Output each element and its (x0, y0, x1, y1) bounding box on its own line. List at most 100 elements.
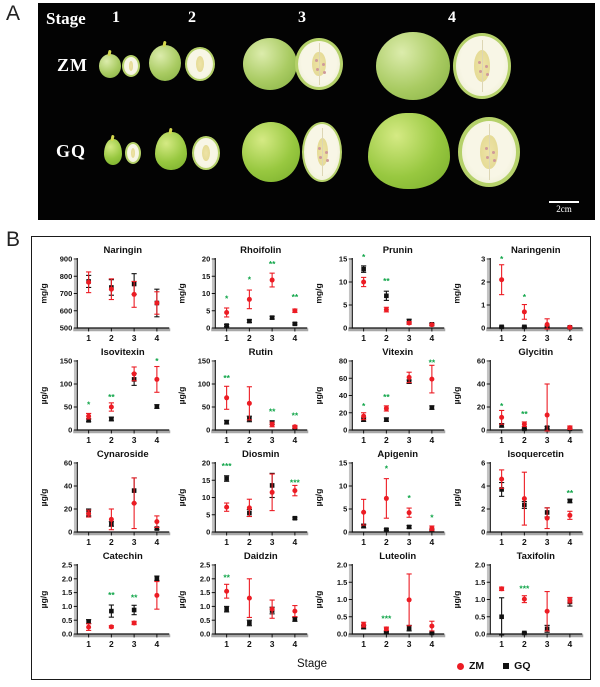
svg-text:0: 0 (481, 426, 485, 435)
svg-text:3: 3 (407, 435, 412, 445)
svg-text:15: 15 (201, 476, 209, 485)
subplot-catechin: 0.0 0.5 1.0 1.5 2.0 2.5 1 2 3 4 Catechin µg/g ** ** (38, 551, 171, 649)
svg-text:µg/g: µg/g (451, 591, 461, 609)
svg-text:2: 2 (384, 333, 389, 343)
svg-text:1: 1 (224, 639, 229, 649)
svg-text:3: 3 (407, 333, 412, 343)
subplot-luteolin: 0.0 0.5 1.0 1.5 2.0 1 2 3 4 Luteolin µg/g *** (313, 551, 446, 649)
seed-dot (322, 63, 325, 66)
svg-text:10: 10 (201, 493, 209, 502)
svg-text:Naringin: Naringin (103, 245, 142, 256)
svg-text:Luteolin: Luteolin (379, 551, 416, 562)
svg-text:**: ** (291, 411, 298, 421)
svg-text:**: ** (291, 292, 298, 302)
svg-text:Cynaroside: Cynaroside (97, 449, 149, 460)
subplot-naringin: 500 600 700 800 900 1 2 3 4 Naringin mg/g (38, 245, 171, 343)
stage-4-label: 4 (448, 9, 456, 26)
seed-cavity (312, 51, 326, 77)
svg-text:1: 1 (499, 333, 504, 343)
svg-text:2: 2 (109, 333, 114, 343)
svg-text:5: 5 (343, 505, 347, 514)
fruit-stem (162, 40, 167, 48)
subplot-naringenin: 0 1 2 3 1 2 3 4 Naringenin mg/g * * (451, 245, 583, 343)
svg-text:***: *** (519, 583, 530, 593)
svg-text:Glycitin: Glycitin (518, 347, 553, 358)
svg-text:2: 2 (522, 537, 527, 547)
svg-text:20: 20 (64, 505, 72, 514)
svg-text:40: 40 (339, 391, 347, 400)
svg-text:*: * (407, 493, 411, 503)
svg-text:6: 6 (481, 459, 485, 468)
svg-text:900: 900 (60, 255, 73, 264)
seed-dot (485, 147, 488, 150)
svg-text:2: 2 (109, 639, 114, 649)
svg-text:1: 1 (361, 537, 366, 547)
svg-text:2: 2 (247, 537, 252, 547)
scale-bar: 2cm (549, 201, 579, 214)
svg-text:1: 1 (224, 537, 229, 547)
svg-text:3: 3 (544, 537, 549, 547)
half-fruit-photo (302, 122, 342, 182)
svg-text:0.0: 0.0 (199, 630, 209, 639)
svg-text:2.0: 2.0 (337, 561, 347, 570)
half-fruit-photo (125, 142, 141, 164)
stage-header: Stage (46, 9, 86, 28)
whole-fruit-photo (368, 113, 450, 189)
svg-text:3: 3 (481, 255, 485, 264)
seed-cavity (202, 144, 210, 162)
svg-text:Naringenin: Naringenin (510, 245, 560, 256)
fruit-seam (482, 39, 483, 93)
seed-dot (479, 70, 482, 73)
svg-text:4: 4 (567, 639, 572, 649)
half-fruit-photo (122, 55, 140, 77)
gq-marker-icon (503, 663, 510, 669)
svg-text:*: * (87, 400, 91, 410)
svg-text:2.5: 2.5 (62, 561, 72, 570)
fruit-stem (168, 127, 173, 135)
svg-text:Apigenin: Apigenin (377, 449, 418, 460)
svg-text:µg/g: µg/g (451, 387, 461, 405)
svg-text:2.0: 2.0 (474, 561, 484, 570)
panel-a-label: A (6, 2, 21, 25)
svg-text:2.0: 2.0 (62, 574, 72, 583)
svg-text:700: 700 (60, 289, 73, 298)
fruit-stem (107, 49, 112, 57)
svg-text:20: 20 (201, 255, 209, 264)
svg-text:4: 4 (155, 639, 160, 649)
whole-fruit-photo (376, 32, 450, 100)
half-fruit-photo (185, 47, 215, 81)
svg-text:Isoquercetin: Isoquercetin (507, 449, 564, 460)
svg-text:Prunin: Prunin (383, 245, 413, 256)
svg-text:10: 10 (339, 482, 347, 491)
svg-text:4: 4 (481, 482, 486, 491)
svg-text:4: 4 (567, 333, 572, 343)
svg-text:3: 3 (544, 639, 549, 649)
svg-text:0.0: 0.0 (337, 630, 347, 639)
svg-text:µg/g: µg/g (451, 489, 461, 507)
svg-text:3: 3 (407, 639, 412, 649)
svg-text:*: * (385, 464, 389, 474)
svg-text:4: 4 (430, 333, 435, 343)
legend-zm-label: ZM (469, 660, 485, 672)
svg-text:0: 0 (206, 426, 210, 435)
fruit-seam (489, 124, 490, 180)
stage-1-label: 1 (112, 9, 120, 26)
subplot-taxifolin: 0.0 0.5 1.0 1.5 2.0 1 2 3 4 Taxifolin µg/g *** (451, 551, 583, 649)
svg-text:1: 1 (86, 639, 91, 649)
svg-text:1: 1 (361, 435, 366, 445)
svg-text:3: 3 (544, 333, 549, 343)
svg-text:3: 3 (269, 639, 274, 649)
svg-text:3: 3 (132, 639, 137, 649)
subplot-cynaroside: 0 20 40 60 1 2 3 4 Cynaroside µg/g (38, 449, 171, 547)
svg-text:4: 4 (430, 537, 435, 547)
svg-text:600: 600 (60, 306, 73, 315)
svg-text:20: 20 (476, 403, 484, 412)
whole-fruit-photo (99, 49, 121, 78)
svg-text:µg/g: µg/g (313, 387, 323, 405)
svg-text:0: 0 (68, 426, 72, 435)
seed-dot (316, 68, 319, 71)
svg-text:1: 1 (86, 333, 91, 343)
svg-text:1.5: 1.5 (62, 588, 72, 597)
svg-text:0: 0 (481, 528, 485, 537)
